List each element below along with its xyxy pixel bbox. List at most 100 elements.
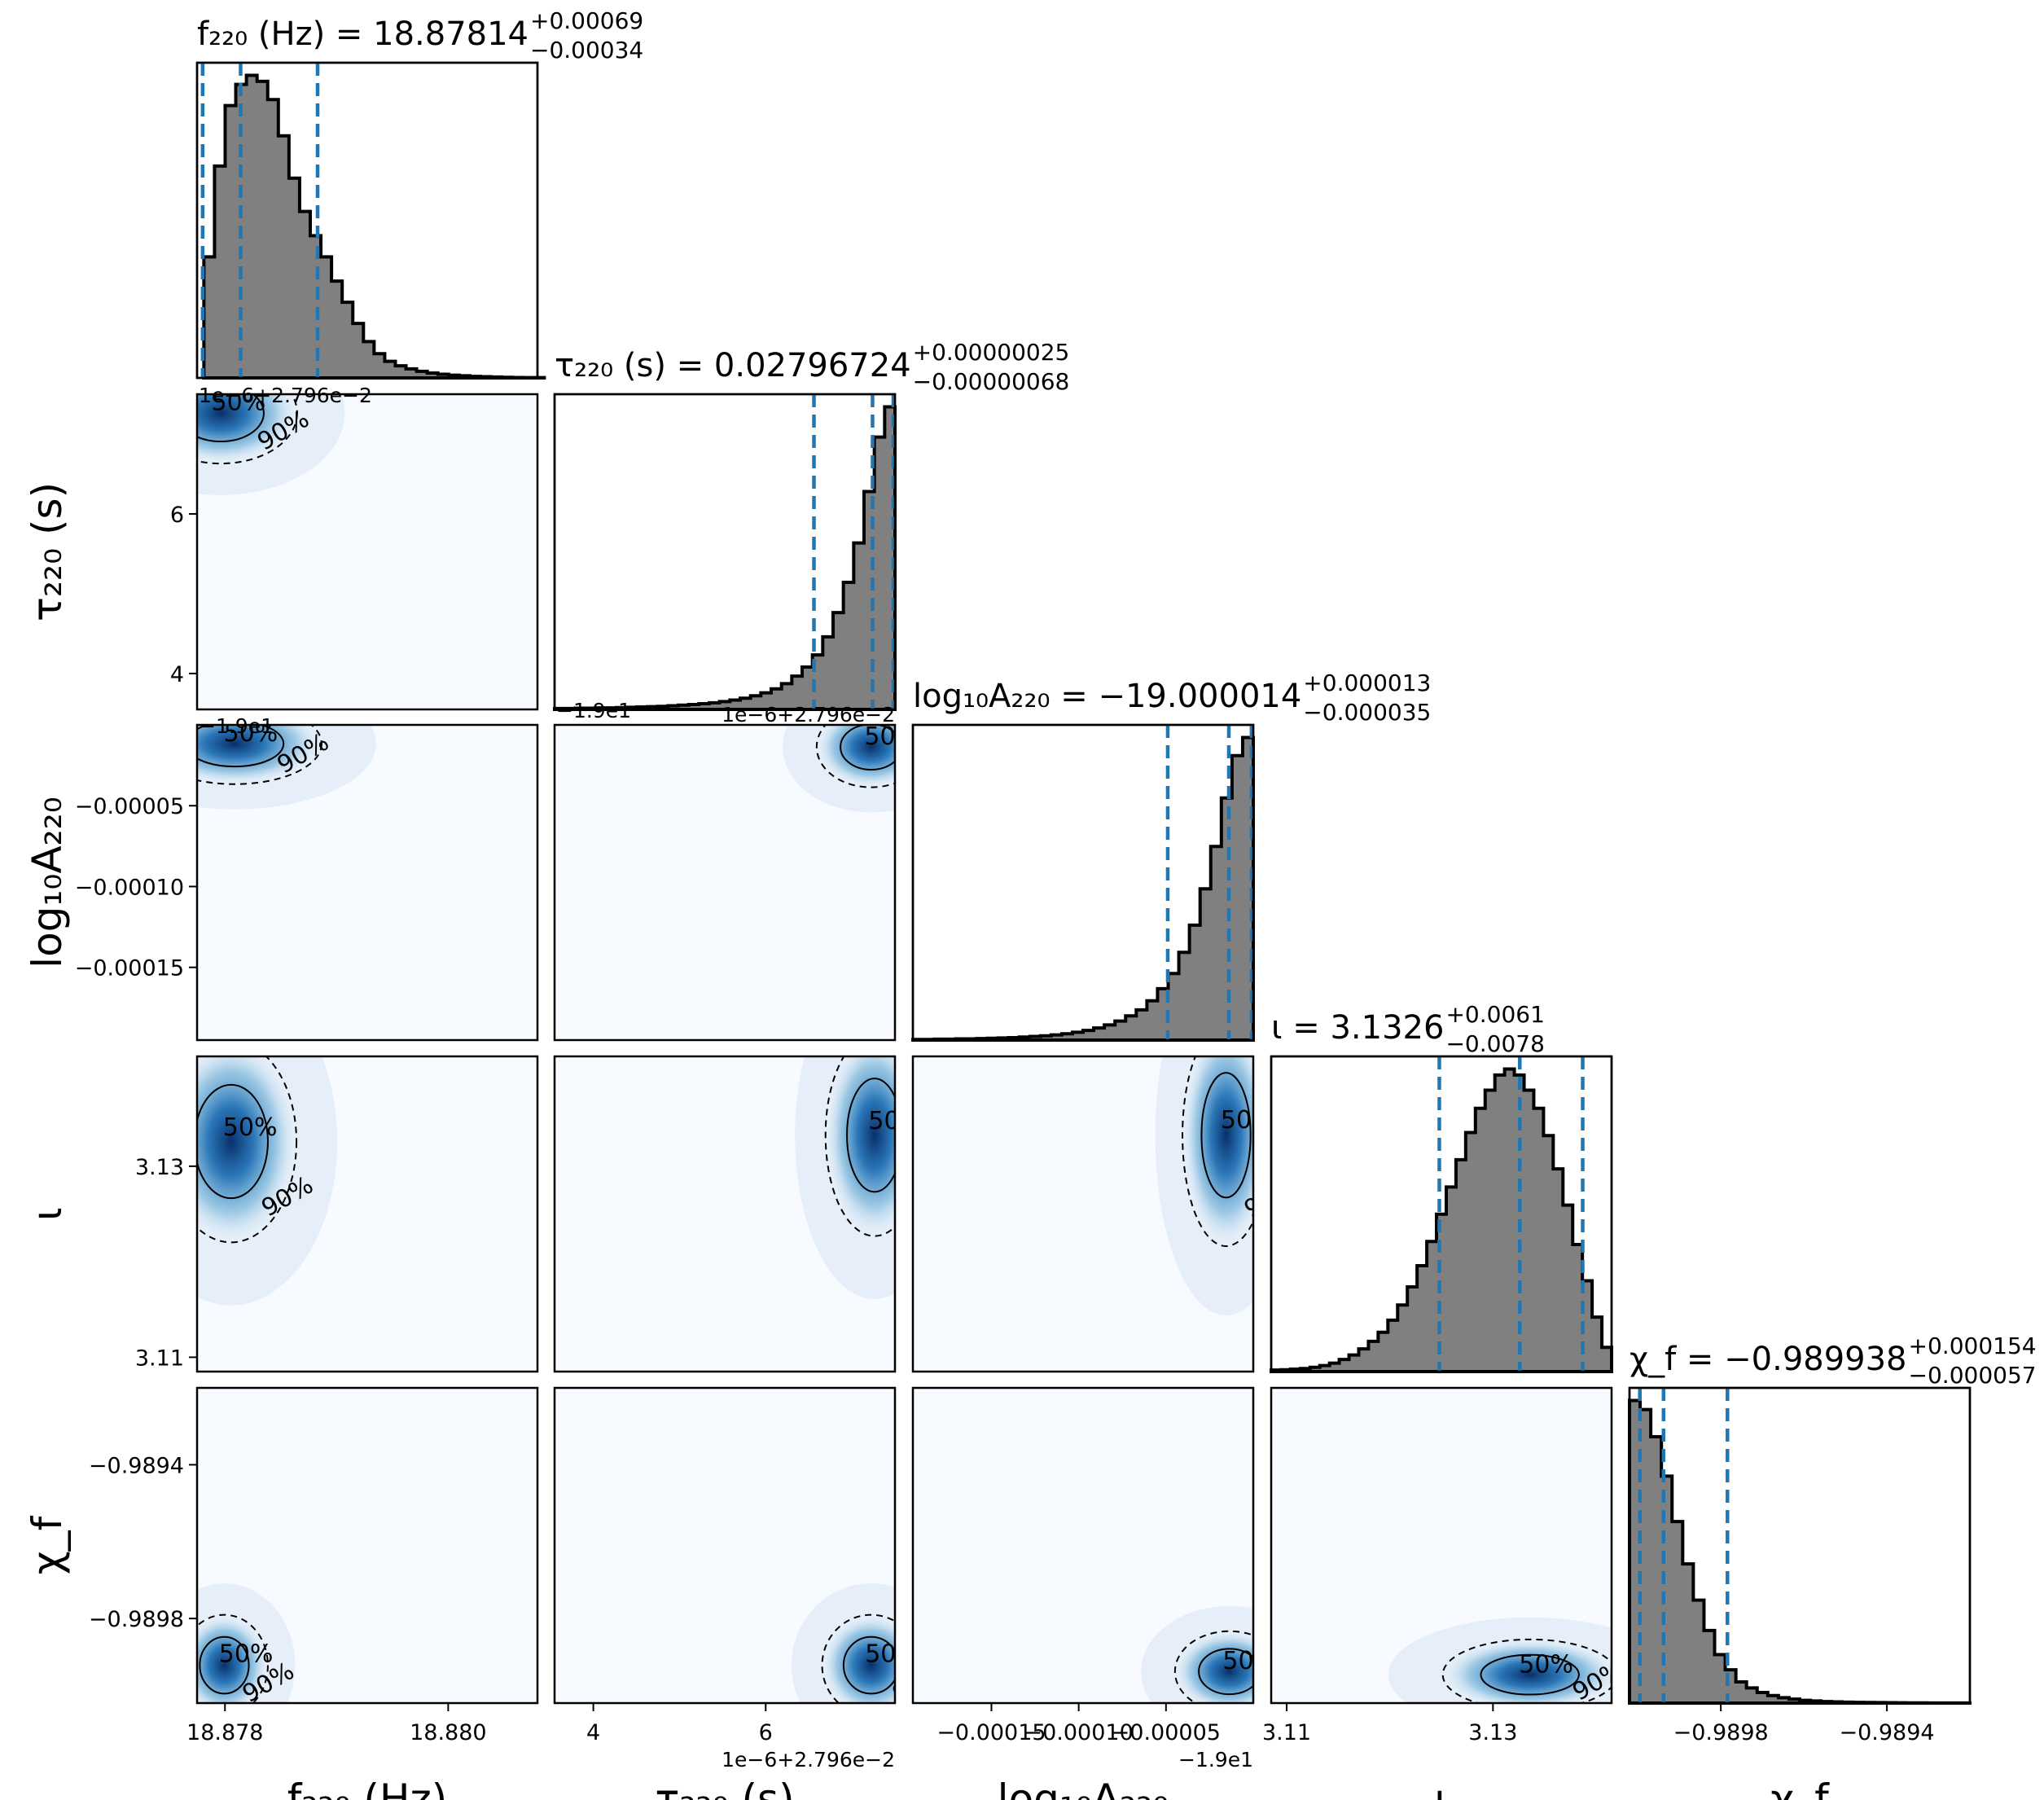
y-axis-label-iota: ι [24,1207,71,1221]
title-chi: χ_f = −0.989938 [1629,1341,1907,1378]
y-tick-label-iota: 3.11 [135,1346,184,1371]
x-tick-label-tau220: 6 [759,1720,773,1745]
title-minus: −0.00034 [530,37,643,64]
contour-50 [846,1078,895,1193]
offset-label: −1.9e1 [556,699,631,722]
panel-border [553,1055,897,1373]
title-plus: +0.00069 [530,7,643,34]
contour-90 [821,1613,895,1703]
title-f220: f₂₂₀ (Hz) = 18.87814 [197,15,529,53]
y-tick-label-chi: −0.9894 [89,1453,184,1478]
title-plus: +0.0061 [1445,1001,1544,1028]
density-panel-iota-f220: 90%50% [195,1055,539,1373]
offset-label: 1e−6+2.796e−2 [722,703,895,727]
density-clip: 90%50% [791,1583,919,1703]
x-axis-label-chi: χ_f [1770,1776,1830,1800]
y-tick-label-chi: −0.9898 [89,1607,184,1632]
y-tick-label-tau220: 4 [170,662,184,687]
contour-90 [197,394,298,465]
density-panel-chi-f220: 90%50% [195,1386,539,1705]
title-minus: −0.000057 [1909,1362,2037,1389]
contour-90 [1182,1056,1253,1247]
x-axis-label-logA: log₁₀A₂₂₀ [998,1776,1169,1800]
y-axis-label-tau220: τ₂₂₀ (s) [24,482,71,621]
density-clip: 90%50% [1155,1056,1253,1316]
density-blob [197,1614,268,1703]
panel-border [195,1055,539,1373]
contour-label-50: 50% [223,1113,278,1142]
y-axis-label-logA: log₁₀A₂₂₀ [24,797,71,968]
panel-border [911,1386,1255,1705]
density-clip: 90%50% [197,1056,338,1306]
contour-90 [815,725,895,788]
x-tick-label-logA: −0.00005 [1112,1720,1221,1745]
contour-90 [1441,1638,1612,1703]
contour-90 [197,1056,298,1244]
x-axis-label-iota: ι [1435,1776,1449,1800]
panel-border [911,1055,1255,1373]
panel-border [553,393,897,711]
x-tick-label-iota: 3.11 [1262,1720,1311,1745]
density-clip: 90%50% [197,719,376,810]
contour-50 [197,394,265,443]
title-minus: −0.0078 [1445,1030,1544,1057]
panel-border [1270,1055,1613,1373]
y-tick-label-logA: −0.00010 [75,875,184,900]
y-tick-label-iota: 3.13 [135,1155,184,1180]
contour-label-50: 50% [219,1640,274,1669]
density-blob [197,725,322,784]
contour-label-90: 90% [891,731,952,784]
contour-label-50: 50% [1222,1647,1277,1675]
x-tick-label-logA: −0.00015 [936,1720,1046,1745]
x-tick-label-chi: −0.9894 [1839,1720,1934,1745]
offset-label: −1.9e1 [199,714,274,738]
x-tick-label-f220: 18.880 [410,1720,486,1745]
contour-label-50: 50% [1519,1650,1573,1679]
title-tau220: τ₂₂₀ (s) = 0.02796724 [555,347,911,384]
panel-border [195,723,539,1042]
contour-label-50: 50% [864,722,919,751]
title-plus: +0.000154 [1909,1332,2037,1359]
contour-50 [199,1635,250,1695]
contour-label-50: 50% [212,388,266,416]
density-panel-chi-iota: 90%50% [1270,1386,1613,1705]
contour-90 [197,725,322,785]
x-tick-label-logA: −0.00010 [1024,1720,1134,1745]
contour-50 [197,1083,269,1200]
x-axis-label-tau220: τ₂₂₀ (s) [655,1776,794,1800]
density-panel-logA-tau220: 90%50% [553,722,952,1042]
density-panel-chi-tau220: 90%50% [553,1386,919,1705]
x-tick-label-chi: −0.9898 [1673,1720,1769,1745]
density-blob [1182,1056,1253,1246]
x-axis-label-f220: f₂₂₀ (Hz) [287,1776,447,1800]
x-tick-label-tau220: 4 [586,1720,600,1745]
contour-50 [1198,1648,1253,1696]
panel-border [1270,1386,1613,1705]
contour-label-50: 50% [224,719,279,748]
histogram [1270,1067,1613,1373]
hist-panel-f220: f₂₂₀ (Hz) = 18.87814 +0.00069 −0.00034 [195,7,643,380]
x-offset-tau220: 1e−6+2.796e−2 [722,1748,895,1771]
title-plus: +0.000013 [1303,670,1431,696]
contour-label-50: 50% [865,1640,919,1669]
y-axis-label-chi: χ_f [24,1515,71,1574]
contour-50 [842,1635,895,1695]
contour-90 [824,1056,895,1237]
density-clip: 90% 50% [795,1056,952,1299]
histogram [202,73,546,380]
offset-label: 1e−6+2.796e−2 [199,384,372,407]
density-panel-logA-f220: 90%50% [195,719,539,1042]
contour-label-90: 90% [891,1165,952,1217]
density-clip: 90%50% [197,388,345,495]
panel-border [195,393,539,711]
contour-label-50: 50% [868,1107,923,1135]
density-panel-iota-tau220: 90% 50% [553,1055,952,1373]
density-blob [197,394,297,464]
contour-50 [1200,1072,1252,1199]
density-clip: 90%50% [783,722,952,813]
panel-border [911,723,1255,1042]
hist-panel-chi: χ_f = −0.989938 +0.000154 −0.000057 [1628,1332,2037,1705]
density-clip: 90%50% [1141,1605,1277,1703]
density-panel-tau220-f220: 90%50% [195,388,539,711]
